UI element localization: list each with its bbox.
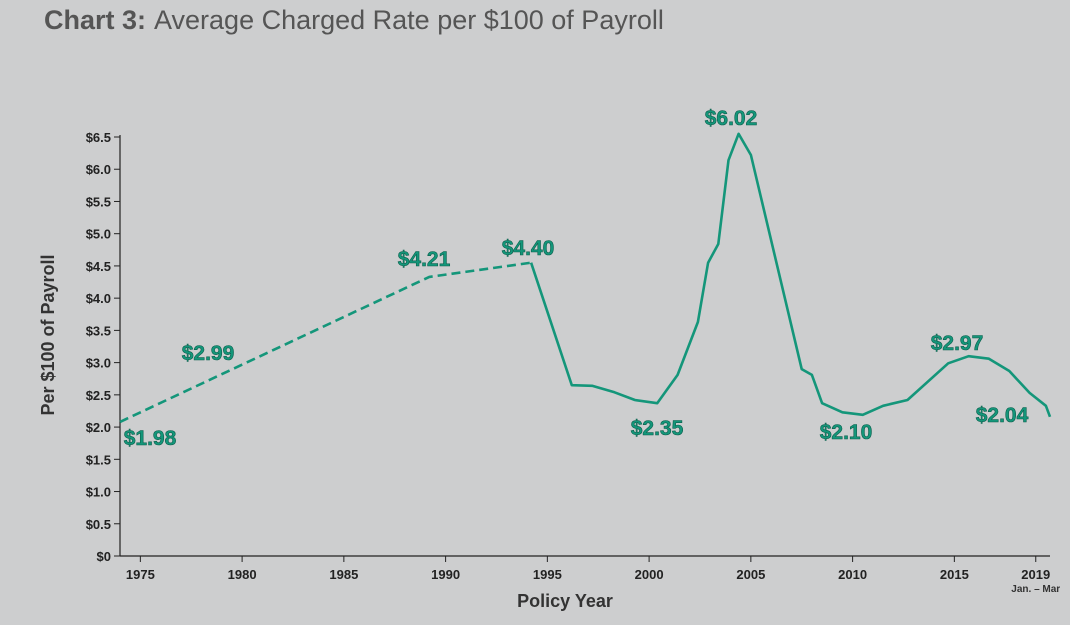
y-tick-label: $1.0	[86, 485, 111, 500]
y-tick-label: $5.0	[86, 227, 111, 242]
y-tick-label: $6.5	[86, 130, 111, 145]
line-series	[529, 132, 1052, 418]
y-tick-label: $0.5	[86, 517, 111, 532]
y-tick-label: $4.0	[86, 291, 111, 306]
y-tick-label: $1.5	[86, 452, 111, 467]
y-tick-label: $3.5	[86, 323, 111, 338]
x-tick-label: 2000	[635, 567, 664, 582]
x-tick-label: 1990	[431, 567, 460, 582]
annotation: $2.99	[182, 342, 235, 365]
x-tick-label: 2010	[838, 567, 867, 582]
line-series	[119, 261, 532, 424]
chart-title: Chart 3: Average Charged Rate per $100 of…	[44, 5, 664, 35]
title-text: Average Charged Rate per $100 of Payroll	[154, 5, 664, 35]
x-tick-note: Jan. – Mar	[1011, 584, 1060, 595]
annotation: $2.10	[820, 421, 873, 444]
x-tick-label: 2015	[940, 567, 969, 582]
x-axis-label: Policy Year	[517, 591, 613, 611]
y-tick-label: $3.0	[86, 356, 111, 371]
x-tick-label: 2005	[736, 567, 765, 582]
x-tick-label: 1995	[533, 567, 562, 582]
annotation: $2.04	[976, 404, 1029, 427]
y-tick-label: $2.5	[86, 388, 111, 403]
y-tick-label: $6.0	[86, 162, 111, 177]
annotation: $4.21	[398, 248, 451, 271]
annotation: $2.35	[631, 417, 684, 440]
y-tick-label: $2.0	[86, 420, 111, 435]
title-label: Chart 3:	[44, 5, 146, 35]
y-tick-label: $0	[97, 549, 111, 564]
annotation: $2.97	[931, 332, 984, 355]
x-tick-label: 1985	[329, 567, 358, 582]
y-tick-label: $4.5	[86, 259, 111, 274]
annotation: $6.02	[705, 107, 758, 130]
x-tick-label: 1975	[126, 567, 155, 582]
annotation: $4.40	[502, 237, 555, 260]
y-axis-label: Per $100 of Payroll	[38, 254, 58, 415]
y-tick-label: $5.5	[86, 194, 111, 209]
annotation: $1.98	[124, 427, 177, 450]
x-tick-label: 2019	[1021, 567, 1050, 582]
x-tick-label: 1980	[228, 567, 257, 582]
